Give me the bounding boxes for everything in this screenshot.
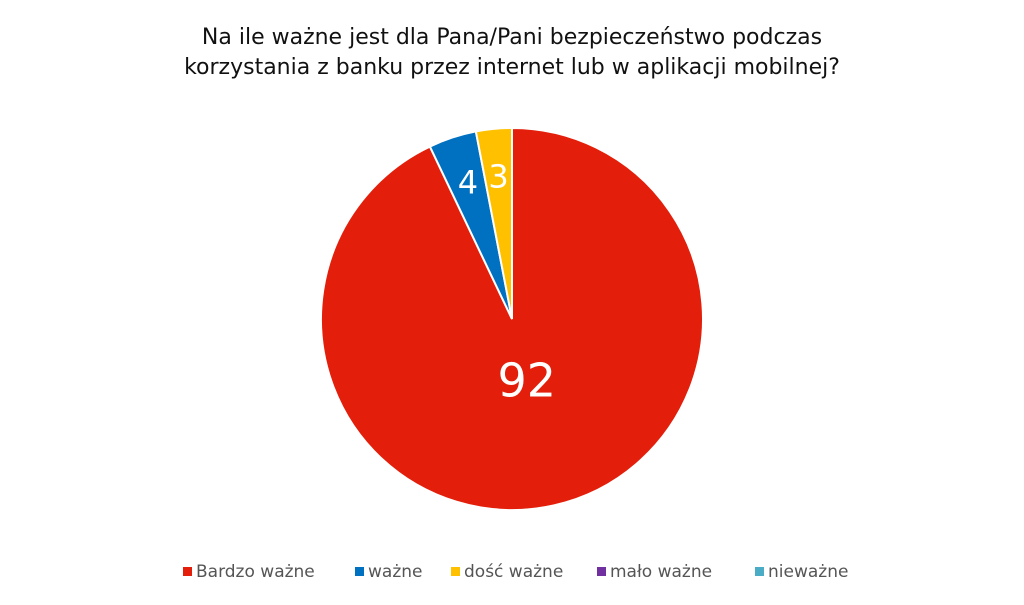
legend-label: nieważne: [768, 562, 848, 582]
legend-marker: [597, 567, 606, 576]
legend-label: Bardzo ważne: [196, 562, 315, 582]
chart-title: Na ile ważne jest dla Pana/Pani bezpiecz…: [202, 25, 822, 50]
legend-label: mało ważne: [610, 562, 712, 582]
chart-title: korzystania z banku przez internet lub w…: [184, 55, 840, 80]
legend-marker: [755, 567, 764, 576]
data-label: 92: [497, 354, 556, 408]
data-label: 3: [488, 157, 508, 195]
legend-marker: [451, 567, 460, 576]
legend-marker: [183, 567, 192, 576]
data-label: 4: [458, 164, 478, 202]
legend-label: dość ważne: [464, 562, 563, 582]
legend-label: ważne: [368, 562, 422, 582]
legend-marker: [355, 567, 364, 576]
